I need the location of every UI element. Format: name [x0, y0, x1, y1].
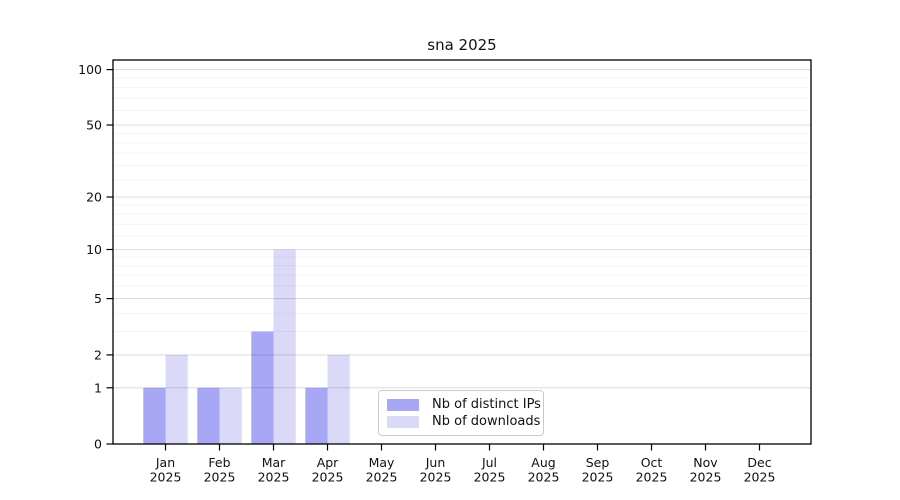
x-tick-label-year: 2025	[312, 470, 344, 485]
y-tick-label: 0	[94, 437, 102, 452]
y-tick-label: 10	[86, 242, 102, 257]
x-tick-label-month: Jan	[155, 455, 175, 470]
bar-nb-of-distinct-ips	[197, 387, 220, 444]
x-tick-label-month: Dec	[747, 455, 771, 470]
bar-nb-of-distinct-ips	[251, 331, 274, 444]
x-tick-label-year: 2025	[528, 470, 560, 485]
plot-border	[112, 59, 812, 445]
x-tick-label-month: Mar	[262, 455, 286, 470]
y-tick-label: 50	[86, 118, 102, 133]
y-tick-label: 1	[94, 380, 102, 395]
x-tick-label-year: 2025	[582, 470, 614, 485]
y-tick-label: 5	[94, 291, 102, 306]
legend-swatch-distinct-ips	[387, 399, 419, 411]
legend: Nb of distinct IPs Nb of downloads	[378, 390, 544, 436]
x-tick-label-month: Jul	[481, 455, 497, 470]
x-tick-label-month: Jun	[425, 455, 446, 470]
x-tick-label-year: 2025	[690, 470, 722, 485]
legend-swatch-downloads	[387, 416, 419, 428]
x-tick-label-month: Oct	[641, 455, 663, 470]
y-tick-label: 2	[94, 347, 102, 362]
chart-title: sna 2025	[427, 36, 497, 54]
bar-nb-of-distinct-ips	[305, 387, 328, 444]
bar-nb-of-downloads	[327, 354, 350, 444]
bar-nb-of-distinct-ips	[143, 387, 166, 444]
x-tick-label-year: 2025	[474, 470, 506, 485]
legend-label-downloads: Nb of downloads	[432, 414, 541, 429]
x-tick-label-month: Sep	[586, 455, 610, 470]
bar-nb-of-downloads	[219, 387, 242, 444]
x-tick-label-month: Aug	[531, 455, 555, 470]
x-tick-label-month: May	[369, 455, 395, 470]
x-tick-label-year: 2025	[150, 470, 182, 485]
x-tick-label-year: 2025	[204, 470, 236, 485]
y-tick-label: 100	[78, 62, 102, 77]
x-tick-label-year: 2025	[636, 470, 668, 485]
x-tick-label-year: 2025	[744, 470, 776, 485]
legend-label-distinct-ips: Nb of distinct IPs	[432, 397, 541, 412]
legend-item-distinct-ips: Nb of distinct IPs	[387, 398, 541, 412]
x-tick-label-month: Feb	[208, 455, 230, 470]
x-tick-label-year: 2025	[258, 470, 290, 485]
y-tick-label: 20	[86, 190, 102, 205]
x-tick-label-month: Nov	[693, 455, 718, 470]
x-tick-label-year: 2025	[366, 470, 398, 485]
bar-nb-of-downloads	[273, 249, 296, 444]
bar-nb-of-downloads	[165, 354, 188, 444]
x-tick-label-year: 2025	[420, 470, 452, 485]
legend-item-downloads: Nb of downloads	[387, 415, 540, 429]
x-tick-label-month: Apr	[317, 455, 339, 470]
